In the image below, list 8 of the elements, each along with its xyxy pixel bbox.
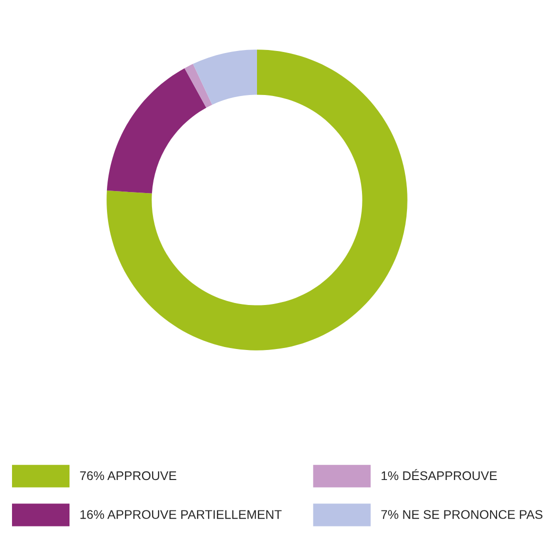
donut-slice (106, 50, 408, 350)
donut-slice (192, 50, 257, 105)
legend-label: 76% APPROUVE (80, 471, 176, 480)
legend-label: 1% DÉSAPPROUVE (382, 469, 497, 480)
legend-label: 7% NE SE PRONONCE PAS (381, 510, 542, 519)
donut-slice (184, 64, 212, 108)
legend-label: 16% APPROUVE PARTIELLEMENT (80, 510, 282, 519)
donut-slice (106, 68, 206, 194)
